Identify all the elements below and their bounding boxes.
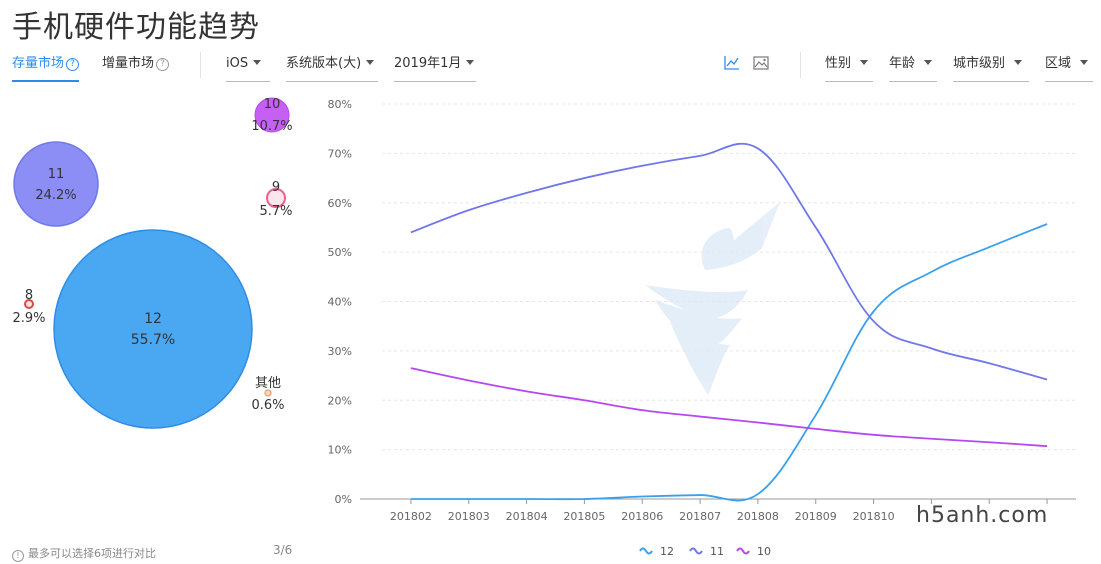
image-icon[interactable] — [752, 54, 770, 72]
bubble-10[interactable]: 10 10.7% — [251, 97, 292, 134]
version-dropdown-value: 系统版本(大) — [286, 56, 362, 71]
legend-swatch-11[interactable] — [689, 547, 703, 555]
segment-label: 年龄 — [889, 56, 916, 71]
legend: 12 11 10 — [639, 545, 771, 558]
caret-down-icon — [924, 60, 933, 65]
x-tick-label: 201805 — [563, 510, 605, 523]
date-dropdown[interactable]: 2019年1月 — [394, 54, 476, 82]
bubble-other-pct: 0.6% — [251, 398, 284, 413]
toolbar: 存量市场? 增量市场? iOS 系统版本(大) 2019年1月 性别 年龄 城市… — [0, 48, 1101, 84]
bubble-9-name: 9 — [272, 180, 280, 195]
date-dropdown-value: 2019年1月 — [394, 56, 462, 71]
bubble-11-name: 11 — [48, 167, 65, 182]
footnote: ! 最多可以选择6项进行对比 — [12, 545, 156, 562]
segment-label: 性别 — [825, 56, 852, 71]
y-tick-label: 50% — [328, 246, 352, 259]
gridlines — [382, 103, 1076, 451]
bubble-10-pct: 10.7% — [251, 119, 292, 134]
legend-label-10[interactable]: 10 — [757, 545, 771, 558]
y-tick-label: 80% — [328, 98, 352, 111]
tab-stock-market-label: 存量市场 — [12, 56, 65, 71]
caret-down-icon — [860, 60, 869, 65]
segment-label: 城市级别 — [953, 56, 1006, 71]
divider — [200, 52, 201, 78]
segment-city-dropdown[interactable]: 城市级别 — [953, 54, 1029, 82]
bubble-12-name: 12 — [144, 311, 162, 327]
bubble-10-name: 10 — [264, 97, 281, 112]
series-lines — [410, 142, 1048, 502]
info-icon: ! — [12, 550, 24, 562]
x-tick-label: 201807 — [679, 510, 721, 523]
bubble-8[interactable]: 8 2.9% — [12, 288, 45, 326]
caret-down-icon — [466, 60, 475, 65]
bubble-11[interactable]: 11 24.2% — [13, 141, 99, 227]
site-watermark: h5anh.com — [916, 503, 1049, 528]
x-tick-label: 201810 — [853, 510, 895, 523]
y-tick-label: 30% — [328, 345, 352, 358]
bubble-9-pct: 5.7% — [259, 204, 292, 219]
x-tick-label: 201802 — [390, 510, 432, 523]
x-tick-label: 201804 — [506, 510, 548, 523]
bubble-other-name: 其他 — [255, 376, 281, 391]
x-tick-label: 201806 — [621, 510, 663, 523]
divider — [800, 52, 801, 78]
pagination-indicator: 3/6 — [273, 543, 293, 557]
line-chart: 0% 10% 20% 30% 40% 50% 60% 70% 80% 201802 201803 2… — [328, 98, 1076, 558]
x-tick-label: 201809 — [795, 510, 837, 523]
help-icon[interactable]: ? — [66, 58, 80, 71]
bubble-8-name: 8 — [25, 288, 33, 303]
footnote-text: 最多可以选择6项进行对比 — [28, 547, 156, 560]
x-tick-label: 201803 — [448, 510, 490, 523]
version-dropdown[interactable]: 系统版本(大) — [286, 54, 378, 82]
x-tick-label: 201808 — [737, 510, 779, 523]
y-tick-label: 40% — [328, 296, 352, 309]
y-tick-label: 0% — [335, 493, 352, 506]
bubble-other[interactable]: 其他 0.6% — [251, 376, 284, 413]
segment-label: 区域 — [1045, 56, 1072, 71]
tab-new-market-label: 增量市场 — [102, 56, 155, 71]
series-line-11[interactable] — [410, 142, 1048, 381]
line-chart-icon[interactable] — [723, 54, 741, 72]
segment-region-dropdown[interactable]: 区域 — [1045, 54, 1093, 82]
tab-stock-market[interactable]: 存量市场? — [12, 54, 80, 82]
legend-swatch-12[interactable] — [639, 547, 653, 555]
caret-down-icon — [1080, 60, 1089, 65]
bubble-12-pct: 55.7% — [131, 332, 175, 348]
os-dropdown[interactable]: iOS — [226, 54, 270, 82]
segment-gender-dropdown[interactable]: 性别 — [825, 54, 873, 82]
series-line-12[interactable] — [410, 223, 1048, 502]
legend-swatch-10[interactable] — [736, 547, 750, 555]
y-tick-label: 60% — [328, 197, 352, 210]
caret-down-icon — [253, 60, 262, 65]
bubble-11-pct: 24.2% — [35, 188, 76, 203]
caret-down-icon — [1014, 60, 1023, 65]
bubble-chart: 10 10.7% 11 24.2% 9 5.7% 12 55.7% 8 2.9%… — [12, 97, 293, 429]
bubble-12[interactable]: 12 55.7% — [53, 229, 253, 429]
bubble-8-pct: 2.9% — [12, 311, 45, 326]
bubble-9[interactable]: 9 5.7% — [259, 180, 292, 219]
y-tick-label: 20% — [328, 394, 352, 407]
legend-label-12[interactable]: 12 — [660, 545, 674, 558]
y-axis: 0% 10% 20% 30% 40% 50% 60% 70% 80% — [328, 98, 352, 506]
tab-new-market[interactable]: 增量市场? — [102, 54, 170, 82]
legend-label-11[interactable]: 11 — [710, 545, 724, 558]
os-dropdown-value: iOS — [226, 56, 249, 71]
help-icon[interactable]: ? — [156, 58, 170, 71]
bird-watermark-icon — [645, 202, 780, 395]
caret-down-icon — [366, 60, 375, 65]
series-line-10[interactable] — [410, 367, 1048, 448]
segment-age-dropdown[interactable]: 年龄 — [889, 54, 937, 82]
page-title: 手机硬件功能趋势 — [12, 10, 260, 45]
y-tick-label: 70% — [328, 147, 352, 160]
y-tick-label: 10% — [328, 444, 352, 457]
